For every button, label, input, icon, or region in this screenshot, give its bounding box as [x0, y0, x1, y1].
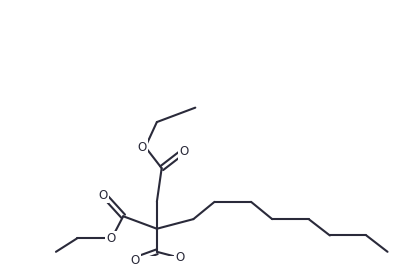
Text: O: O — [179, 145, 188, 158]
Text: O: O — [137, 140, 147, 153]
Text: O: O — [98, 189, 107, 202]
Text: O: O — [175, 251, 184, 264]
Text: O: O — [106, 232, 115, 245]
Text: O: O — [130, 254, 139, 266]
